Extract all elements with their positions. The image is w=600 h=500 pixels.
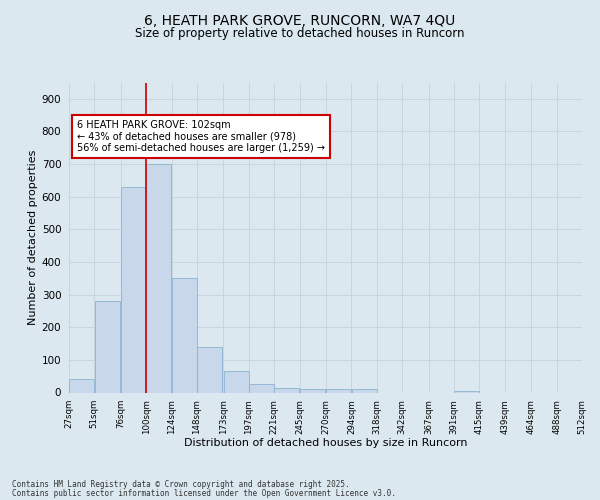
Bar bbox=[69, 380, 94, 392]
Bar bbox=[172, 278, 197, 392]
Text: Contains public sector information licensed under the Open Government Licence v3: Contains public sector information licen… bbox=[12, 488, 396, 498]
Bar bbox=[454, 391, 479, 392]
X-axis label: Distribution of detached houses by size in Runcorn: Distribution of detached houses by size … bbox=[184, 438, 467, 448]
Bar bbox=[326, 389, 351, 392]
Y-axis label: Number of detached properties: Number of detached properties bbox=[28, 150, 38, 325]
Text: Size of property relative to detached houses in Runcorn: Size of property relative to detached ho… bbox=[135, 27, 465, 40]
Text: 6, HEATH PARK GROVE, RUNCORN, WA7 4QU: 6, HEATH PARK GROVE, RUNCORN, WA7 4QU bbox=[145, 14, 455, 28]
Bar bbox=[352, 389, 377, 392]
Bar bbox=[249, 384, 274, 392]
Bar bbox=[274, 388, 299, 392]
Bar bbox=[121, 187, 146, 392]
Bar bbox=[300, 389, 325, 392]
Bar bbox=[95, 301, 119, 392]
Bar bbox=[224, 372, 248, 392]
Text: 6 HEATH PARK GROVE: 102sqm
← 43% of detached houses are smaller (978)
56% of sem: 6 HEATH PARK GROVE: 102sqm ← 43% of deta… bbox=[77, 120, 325, 153]
Bar bbox=[197, 347, 222, 393]
Text: Contains HM Land Registry data © Crown copyright and database right 2025.: Contains HM Land Registry data © Crown c… bbox=[12, 480, 350, 489]
Bar bbox=[146, 164, 172, 392]
